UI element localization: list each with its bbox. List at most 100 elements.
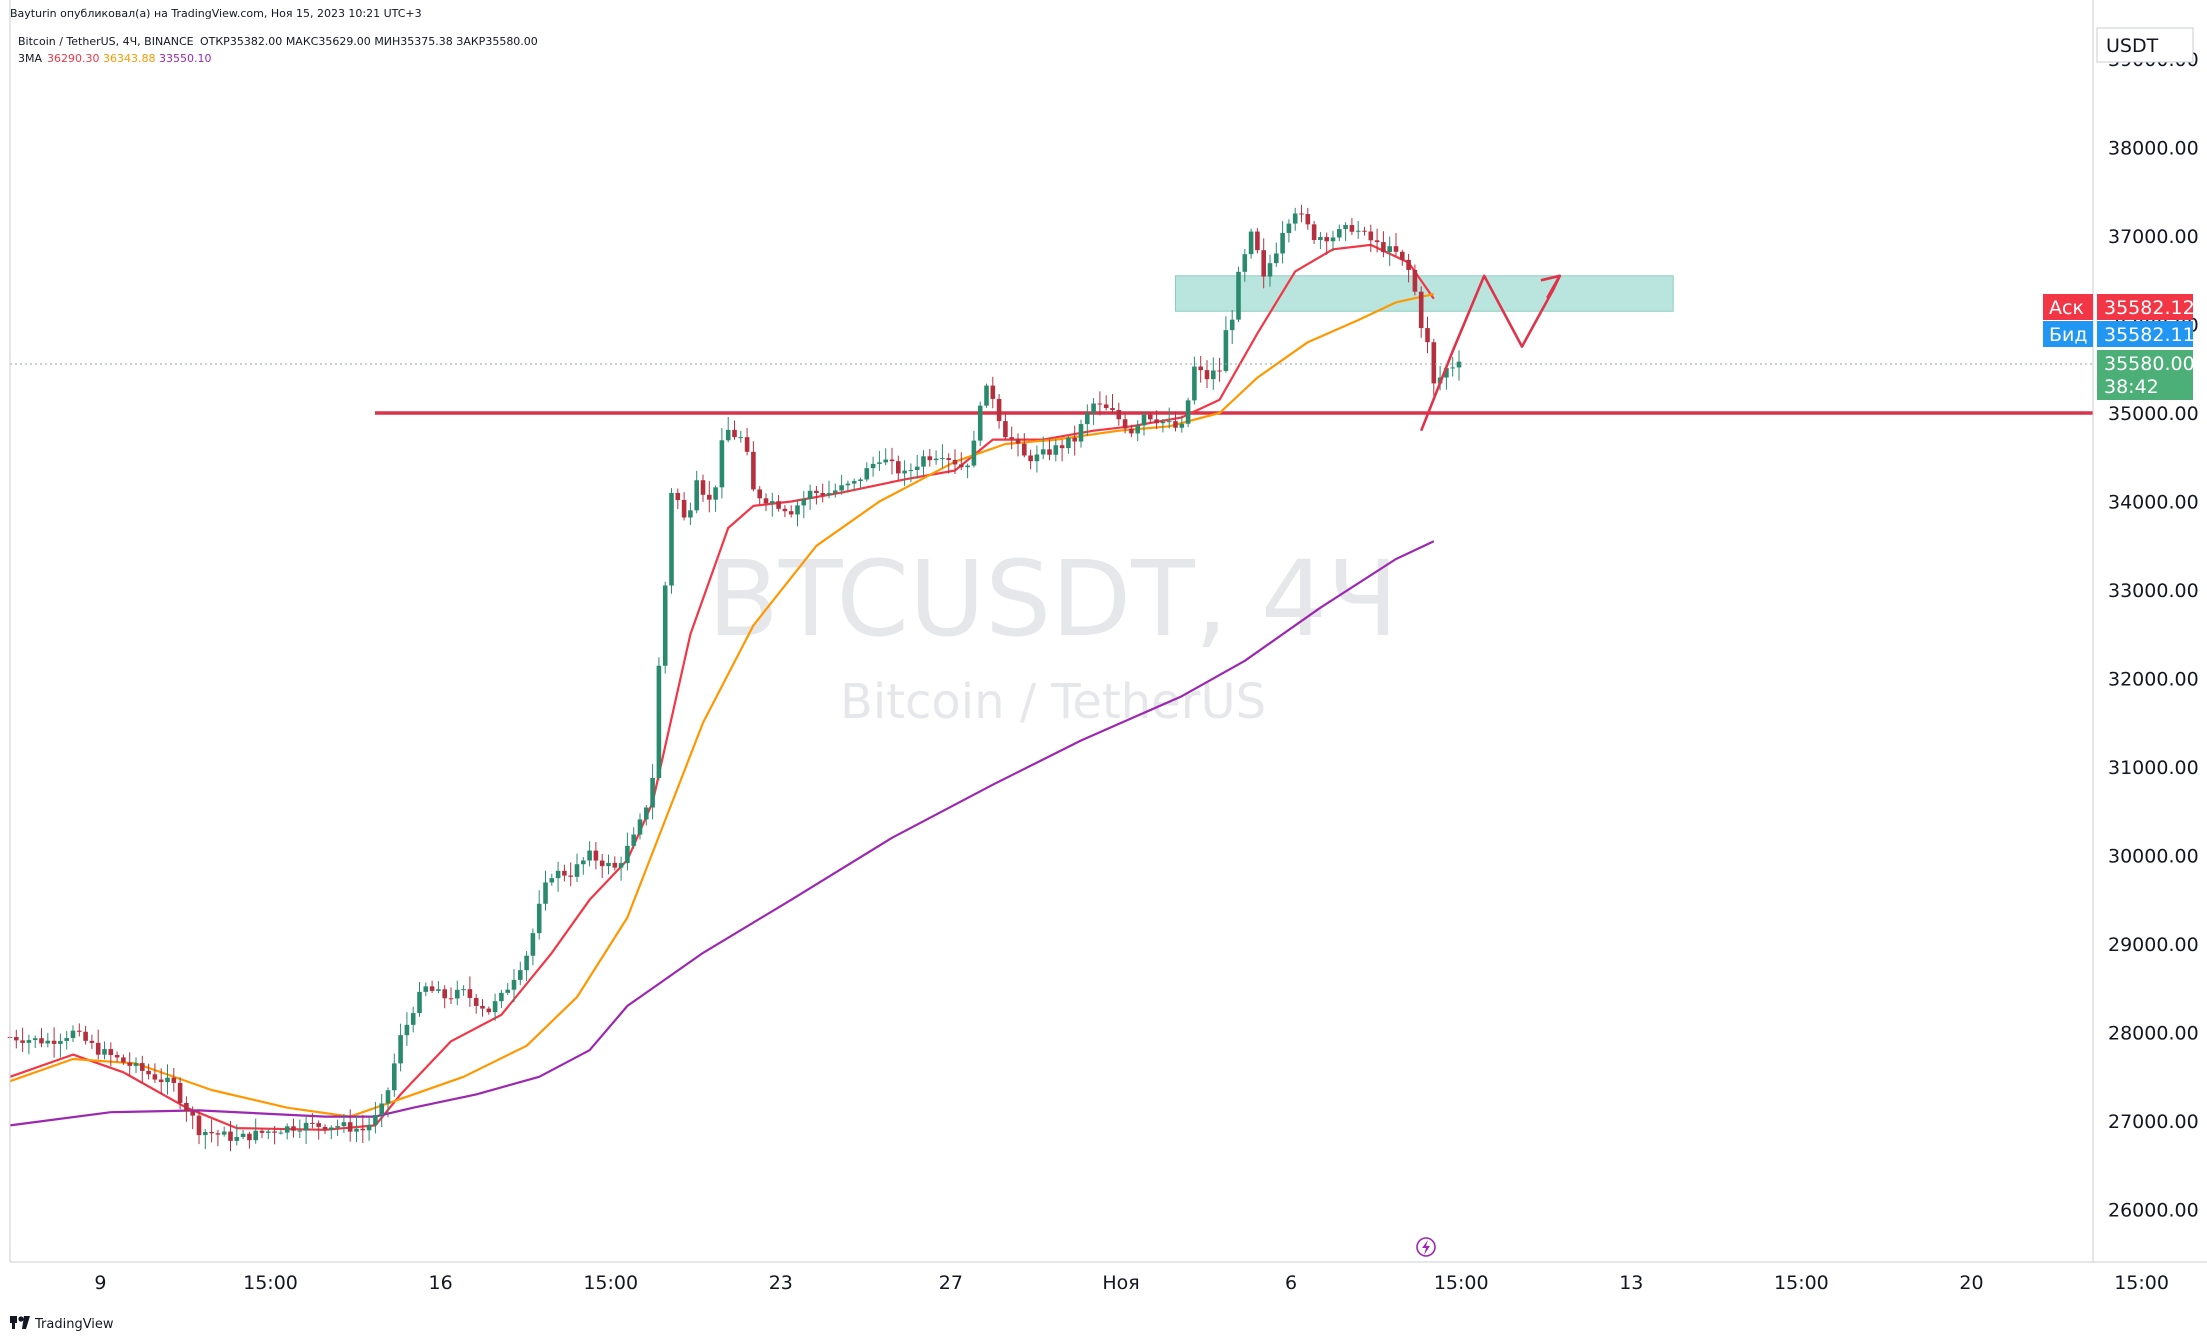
candle-body: [1053, 445, 1059, 455]
candle-body: [1059, 445, 1065, 449]
candle-body: [360, 1128, 366, 1131]
candle: [883, 448, 888, 466]
candle: [404, 1012, 410, 1046]
candle-body: [744, 437, 750, 452]
candle-body: [996, 398, 1002, 422]
y-tick-label: 33000.00: [2108, 580, 2199, 602]
candle-body: [587, 850, 592, 861]
candle: [291, 1118, 296, 1138]
candle-body: [108, 1049, 114, 1056]
candle-body: [26, 1040, 32, 1043]
candle-body: [1009, 437, 1014, 439]
candle: [492, 993, 498, 1021]
candle-body: [618, 863, 624, 868]
candle-body: [1160, 421, 1166, 424]
candle: [310, 1113, 315, 1129]
candle: [410, 1006, 416, 1033]
time-axis[interactable]: 9 15:00 16 15:00 23 27 Ноя 6 15:00 13 15:00 20 15:00…: [94, 1272, 2207, 1294]
candle: [1135, 420, 1140, 442]
y-tick-label: 37000.00: [2108, 226, 2199, 248]
candle-body: [662, 585, 668, 666]
candle-body: [316, 1123, 321, 1127]
candle-body: [681, 500, 687, 518]
candle-body: [203, 1131, 208, 1136]
candle: [1267, 254, 1273, 287]
x-tick-label: 15:00: [2114, 1272, 2169, 1294]
candle-body: [883, 459, 888, 463]
candle: [341, 1113, 347, 1134]
ma-line-3: [9, 540, 1435, 1127]
candle: [354, 1115, 359, 1142]
candle: [322, 1124, 328, 1134]
candle-body: [1116, 409, 1122, 420]
candle-body: [1368, 231, 1374, 241]
candle: [121, 1054, 126, 1065]
candle: [303, 1116, 309, 1144]
candle: [1160, 418, 1166, 433]
candle-body: [1236, 271, 1241, 320]
ask-price-bg: [2097, 294, 2193, 320]
candle-body: [14, 1037, 19, 1041]
candle: [1387, 236, 1392, 266]
y-tick-label: 35000.00: [2108, 403, 2199, 425]
candle: [448, 987, 454, 1005]
candle-layer: [7, 204, 1462, 1152]
x-tick-label: 23: [769, 1272, 793, 1294]
candle-body: [1198, 366, 1203, 371]
candle: [719, 428, 725, 499]
candle: [688, 502, 693, 525]
candle-body: [266, 1131, 271, 1133]
price-axis[interactable]: 26000.00 27000.00 28000.00 29000.00 30000.00…: [2108, 49, 2199, 1222]
candle-body: [549, 878, 555, 883]
candle: [1406, 253, 1411, 283]
candle-body: [1412, 269, 1418, 292]
candle-body: [1355, 230, 1361, 232]
candle: [902, 460, 907, 486]
bid-price-value: 35582.11: [2104, 324, 2195, 346]
candle-body: [291, 1126, 296, 1131]
candle-body: [896, 461, 901, 474]
candle-body: [234, 1136, 240, 1141]
candle: [1248, 228, 1254, 259]
candle: [1374, 228, 1380, 253]
candle-body: [940, 458, 945, 460]
candle: [442, 985, 447, 1009]
candle: [644, 805, 649, 826]
candle: [127, 1052, 132, 1076]
candle-body: [177, 1082, 183, 1103]
symbol-legend[interactable]: Bitcoin / TetherUS, 4Ч, BINANCE ОТКР3538…: [18, 35, 538, 48]
candle-body: [625, 845, 630, 864]
candle: [108, 1042, 114, 1067]
candle-body: [858, 479, 863, 482]
candle-body: [1400, 251, 1405, 260]
candle: [1078, 419, 1084, 448]
currency-label[interactable]: USDT: [2106, 35, 2159, 57]
tradingview-logo-icon: [10, 1316, 30, 1329]
candle: [1129, 424, 1134, 438]
watermark-name: Bitcoin / TetherUS: [840, 674, 1266, 730]
candle-body: [1387, 246, 1392, 253]
candle-body: [190, 1111, 195, 1116]
candle: [398, 1023, 403, 1072]
candle: [788, 505, 794, 518]
candle-body: [707, 494, 712, 500]
candle-body: [297, 1130, 303, 1132]
candle-body: [1015, 438, 1021, 444]
candle: [1072, 425, 1077, 456]
lightning-icon[interactable]: [1416, 1237, 1436, 1257]
ma-legend[interactable]: 3MA 36290.30 36343.88 33550.10: [18, 52, 212, 65]
candle: [744, 427, 750, 456]
candle: [606, 854, 611, 875]
candle: [51, 1027, 57, 1058]
y-tick-label: 38000.00: [2108, 138, 2199, 160]
candle-body: [511, 979, 517, 990]
candle: [581, 857, 586, 875]
candle: [1003, 413, 1008, 440]
candle: [518, 961, 523, 986]
candle: [625, 832, 630, 871]
candle: [662, 581, 668, 674]
candle-body: [656, 665, 662, 778]
y-tick-label: 27000.00: [2108, 1111, 2199, 1133]
published-line: Bayturin опубликовал(а) на TradingView.c…: [10, 7, 422, 20]
